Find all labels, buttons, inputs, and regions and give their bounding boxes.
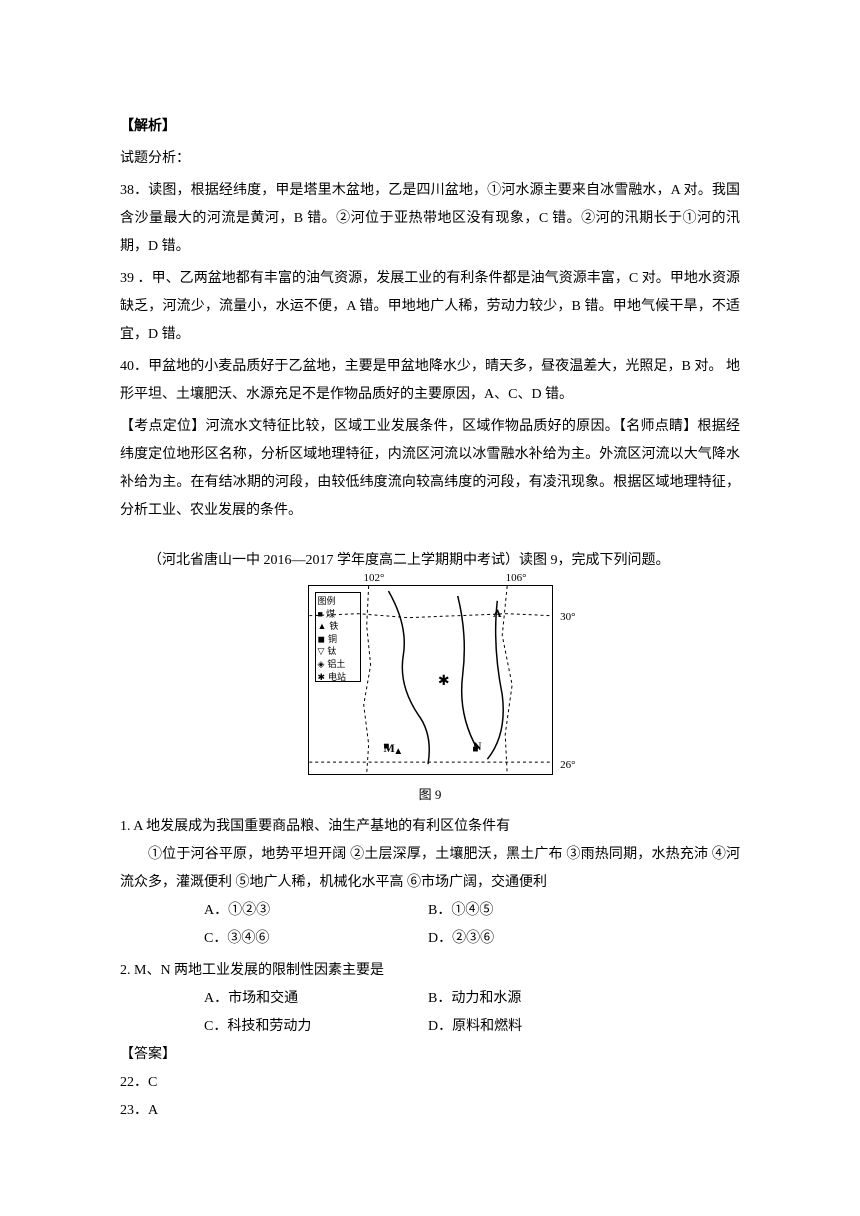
legend-aluminum: 铝土 xyxy=(327,658,345,671)
q2-optB: B．动力和水源 xyxy=(428,985,521,1013)
q1-optD: D．②③⑥ xyxy=(428,925,494,953)
coord-26: 26° xyxy=(560,759,575,771)
q2-optC: C．科技和劳动力 xyxy=(204,1013,428,1041)
q2-options-row2: C．科技和劳动力 D．原料和燃料 xyxy=(120,1013,740,1041)
legend-iron: 铁 xyxy=(329,620,338,633)
q1-stem: 1. A 地发展成为我国重要商品粮、油生产基地的有利区位条件有 xyxy=(120,813,740,841)
map-label-n: N xyxy=(473,739,482,754)
q1-optB: B．①④⑤ xyxy=(428,897,493,925)
legend-copper: 铜 xyxy=(328,633,337,646)
coal-icon: ■ xyxy=(318,608,323,621)
analysis-kaodian: 【考点定位】河流水文特征比较，区域工业发展条件，区域作物品质好的原因。【名师点睛… xyxy=(120,413,740,525)
analysis-title: 【解析】 xyxy=(120,115,740,135)
svg-text:✱: ✱ xyxy=(437,673,449,688)
legend-box: 图例 ■煤 ▲铁 ◼铜 ▽钛 ◈铝土 ✱电站 xyxy=(315,592,361,682)
answer-title: 【答案】 xyxy=(120,1041,740,1069)
q1-options-row1: A．①②③ B．①④⑤ xyxy=(120,897,740,925)
figure-caption: 图 9 xyxy=(120,784,740,803)
q1-conditions: ①位于河谷平原，地势平坦开阔 ②土层深厚，土壤肥沃，黑土广布 ③雨热同期，水热充… xyxy=(120,841,740,897)
figure-container: 102° 106° 30° 26° 图例 ■煤 ▲铁 ◼铜 ▽钛 ◈铝土 ✱电站… xyxy=(120,585,740,803)
analysis-para38: 38．读图，根据经纬度，甲是塔里木盆地，乙是四川盆地，①河水源主要来自冰雪融水，… xyxy=(120,177,740,261)
station-icon: ✱ xyxy=(318,671,326,684)
answer-23: 23．A xyxy=(120,1097,740,1125)
q1-options-row2: C．③④⑥ D．②③⑥ xyxy=(120,925,740,953)
analysis-para40: 40．甲盆地的小麦品质好于乙盆地，主要是甲盆地降水少，晴天多，昼夜温差大，光照足… xyxy=(120,353,740,409)
legend-coal: 煤 xyxy=(326,608,335,621)
aluminum-icon: ◈ xyxy=(318,658,325,671)
legend-title: 图例 xyxy=(318,595,358,608)
answer-22: 22．C xyxy=(120,1069,740,1097)
coord-30: 30° xyxy=(560,611,575,623)
question-source: （河北省唐山一中 2016—2017 学年度高二上学期期中考试）读图 9，完成下… xyxy=(120,547,740,575)
analysis-subtitle: 试题分析： xyxy=(120,145,740,173)
legend-titanium: 钛 xyxy=(327,645,336,658)
q2-stem: 2. M、N 两地工业发展的限制性因素主要是 xyxy=(120,957,740,985)
q2-optA: A．市场和交通 xyxy=(204,985,428,1013)
map-label-m: M xyxy=(384,741,395,756)
q2-options-row1: A．市场和交通 B．动力和水源 xyxy=(120,985,740,1013)
coord-106: 106° xyxy=(506,572,527,584)
legend-station: 电站 xyxy=(328,671,346,684)
analysis-para39: 39 ．甲、乙两盆地都有丰富的油气资源，发展工业的有利条件都是油气资源丰富，C … xyxy=(120,265,740,349)
coord-102: 102° xyxy=(364,572,385,584)
iron-icon: ▲ xyxy=(318,620,327,633)
map-label-a: A xyxy=(493,606,502,621)
titanium-icon: ▽ xyxy=(318,645,325,658)
q2-optD: D．原料和燃料 xyxy=(428,1013,522,1041)
copper-icon: ◼ xyxy=(318,633,325,646)
q1-optC: C．③④⑥ xyxy=(204,925,428,953)
q1-optA: A．①②③ xyxy=(204,897,428,925)
map-figure: 102° 106° 30° 26° 图例 ■煤 ▲铁 ◼铜 ▽钛 ◈铝土 ✱电站… xyxy=(308,585,553,775)
